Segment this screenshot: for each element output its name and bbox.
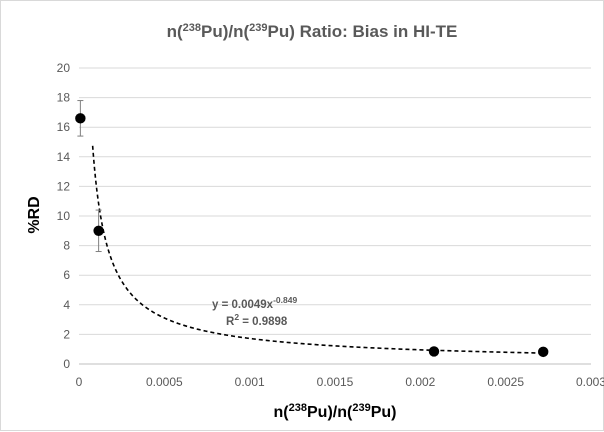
data-point bbox=[428, 346, 440, 357]
trendline-curve bbox=[91, 145, 540, 354]
data-point bbox=[538, 346, 549, 358]
y-tick-label: 6 bbox=[63, 268, 70, 282]
x-tick-label: 0 bbox=[76, 375, 83, 389]
x-tick-label: 0.002 bbox=[405, 375, 435, 389]
y-tick-label: 18 bbox=[57, 91, 71, 105]
chart-title: n(238Pu)/n(239Pu) Ratio: Bias in HI-TE bbox=[167, 22, 458, 41]
y-axis-title: %RD bbox=[26, 196, 43, 233]
data-point bbox=[75, 113, 86, 124]
y-tick-label: 8 bbox=[63, 239, 70, 253]
trendline bbox=[91, 145, 540, 354]
y-tick-label: 20 bbox=[57, 61, 71, 75]
y-tick-labels: 0 2 4 6 8 10 12 14 16 18 20 bbox=[57, 61, 71, 371]
y-tick-label: 10 bbox=[57, 209, 71, 223]
x-tick-labels: 0 0.0005 0.001 0.0015 0.002 0.0025 0.003 bbox=[76, 375, 604, 389]
x-tick-label: 0.0015 bbox=[317, 375, 354, 389]
x-tick-label: 0.003 bbox=[576, 375, 604, 389]
y-tick-label: 12 bbox=[57, 179, 71, 193]
y-tick-label: 2 bbox=[63, 327, 70, 341]
data-points bbox=[75, 113, 549, 358]
gridlines bbox=[79, 67, 591, 335]
y-tick-label: 14 bbox=[57, 150, 71, 164]
r-squared: R2 = 0.9898 bbox=[226, 312, 288, 328]
data-point bbox=[93, 225, 104, 236]
x-axis-title: n(238Pu)/n(239Pu) bbox=[274, 402, 397, 421]
x-tick-label: 0.0005 bbox=[146, 375, 183, 389]
y-tick-label: 0 bbox=[63, 357, 70, 371]
y-tick-label: 4 bbox=[63, 298, 70, 312]
x-tick-label: 0.0025 bbox=[487, 375, 524, 389]
trend-equation: y = 0.0049x-0.849 bbox=[212, 295, 297, 311]
x-tick-label: 0.001 bbox=[235, 375, 265, 389]
y-tick-label: 16 bbox=[57, 120, 71, 134]
